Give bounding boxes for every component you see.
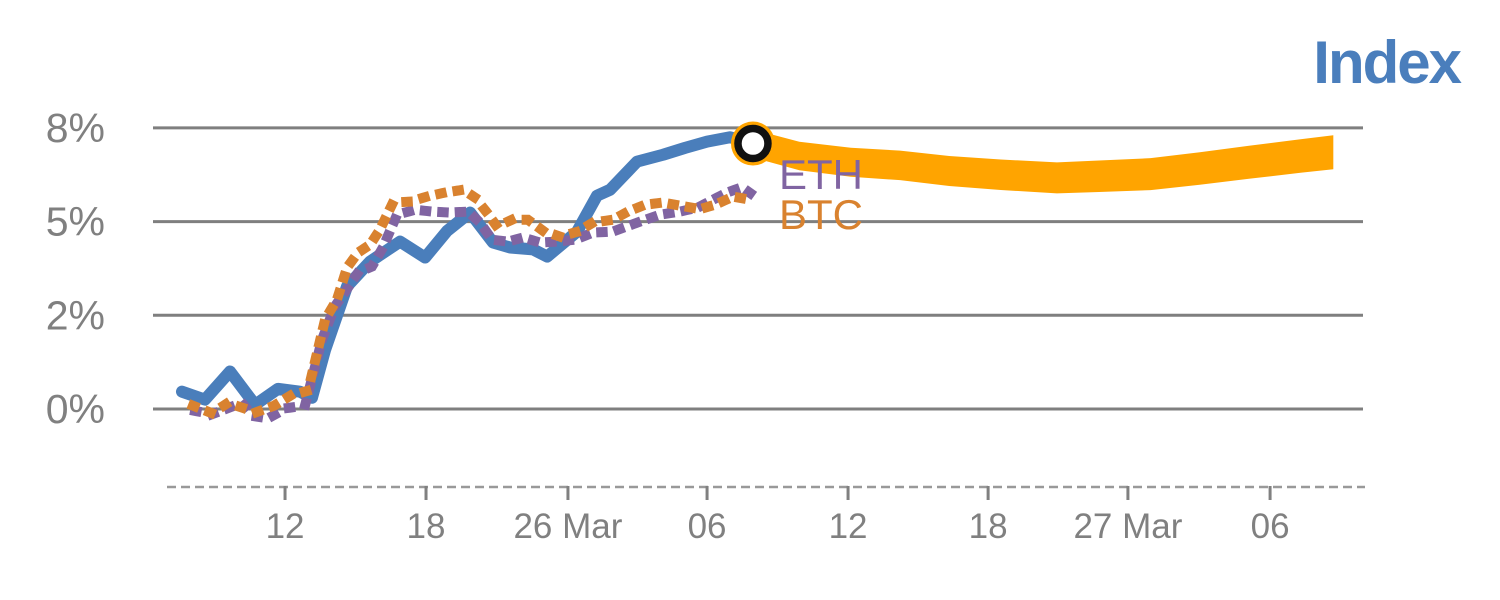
series-btc-dotted: [186, 184, 756, 419]
forecast-start-marker: [734, 124, 772, 163]
y-tick-label: 2%: [46, 292, 105, 338]
series-eth-dotted: [189, 181, 760, 424]
series-index-line: [175, 131, 759, 411]
x-tick-label: 26 Mar: [513, 507, 622, 546]
btc-series-label: BTC: [779, 191, 863, 238]
x-tick-label: 12: [266, 507, 305, 546]
chart-title: Index: [1313, 29, 1462, 96]
x-tick-label: 06: [1251, 507, 1290, 546]
x-tick-label: 12: [829, 507, 868, 546]
eth-series-label: ETH: [779, 151, 863, 198]
x-tick-label: 18: [969, 507, 1008, 546]
x-tick-label: 18: [407, 507, 446, 546]
y-tick-label: 0%: [46, 386, 105, 432]
series-forecast-band: [752, 129, 1334, 194]
y-tick-label: 5%: [46, 199, 105, 245]
y-tick-label: 8%: [46, 105, 105, 151]
x-tick-label: 27 Mar: [1073, 507, 1182, 546]
x-tick-label: 06: [688, 507, 727, 546]
